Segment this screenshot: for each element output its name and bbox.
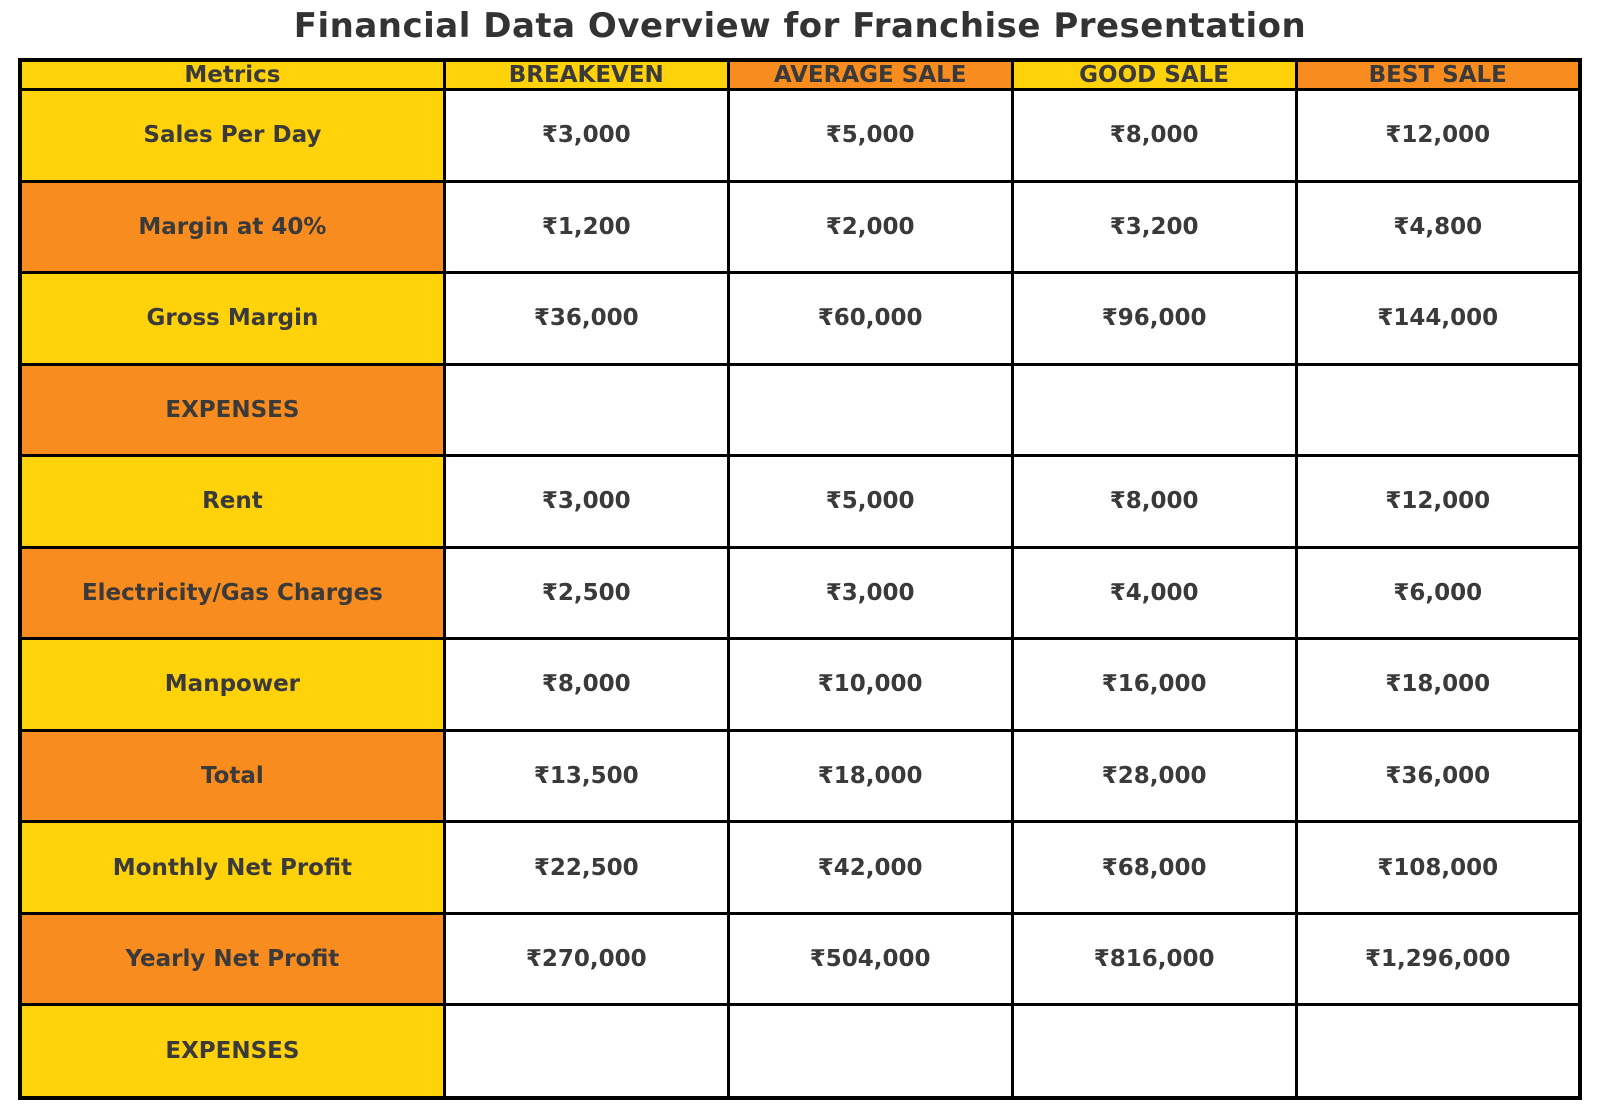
value-cell: ₹1,296,000: [1294, 911, 1582, 1007]
metric-label-cell: Electricity/Gas Charges: [18, 545, 446, 641]
value-cell: ₹12,000: [1294, 454, 1582, 549]
table-row: Margin at 40% ₹1,200 ₹2,000 ₹3,200 ₹4,800: [18, 179, 1582, 275]
metric-label-cell: EXPENSES: [18, 1003, 446, 1100]
value-cell: ₹36,000: [442, 271, 730, 366]
table-row: Sales Per Day ₹3,000 ₹5,000 ₹8,000 ₹12,000: [18, 88, 1582, 183]
table-row: Gross Margin ₹36,000 ₹60,000 ₹96,000 ₹144,00…: [18, 271, 1582, 366]
value-cell: ₹22,500: [442, 820, 730, 915]
metric-label-cell: Monthly Net Profit: [18, 820, 446, 915]
value-cell: ₹270,000: [442, 911, 730, 1007]
value-cell: ₹2,500: [442, 545, 730, 641]
value-cell: ₹16,000: [1010, 637, 1298, 732]
value-cell: [1294, 362, 1582, 458]
value-cell: ₹816,000: [1010, 911, 1298, 1007]
value-cell: ₹144,000: [1294, 271, 1582, 366]
value-cell: ₹8,000: [1010, 454, 1298, 549]
value-cell: ₹5,000: [726, 454, 1014, 549]
value-cell: ₹8,000: [442, 637, 730, 732]
value-cell: ₹60,000: [726, 271, 1014, 366]
page-title: Financial Data Overview for Franchise Pr…: [293, 6, 1307, 46]
value-cell: ₹108,000: [1294, 820, 1582, 915]
column-header-good-sale: GOOD SALE: [1010, 58, 1298, 91]
value-cell: ₹68,000: [1010, 820, 1298, 915]
column-header-best-sale: BEST SALE: [1294, 58, 1582, 91]
table-row: Yearly Net Profit ₹270,000 ₹504,000 ₹816,00…: [18, 911, 1582, 1007]
column-header-average-sale: AVERAGE SALE: [726, 58, 1014, 91]
value-cell: ₹4,000: [1010, 545, 1298, 641]
value-cell: ₹8,000: [1010, 88, 1298, 183]
column-header-metrics: Metrics: [18, 58, 446, 91]
metric-label-cell: Gross Margin: [18, 271, 446, 366]
value-cell: ₹13,500: [442, 728, 730, 824]
value-cell: [1010, 1003, 1298, 1100]
table-body: Sales Per Day ₹3,000 ₹5,000 ₹8,000 ₹12,000 Ma…: [18, 88, 1582, 1100]
value-cell: ₹12,000: [1294, 88, 1582, 183]
metric-label-cell: Total: [18, 728, 446, 824]
value-cell: ₹3,000: [442, 88, 730, 183]
value-cell: ₹42,000: [726, 820, 1014, 915]
value-cell: ₹504,000: [726, 911, 1014, 1007]
value-cell: ₹5,000: [726, 88, 1014, 183]
table-row: Total ₹13,500 ₹18,000 ₹28,000 ₹36,000: [18, 728, 1582, 824]
value-cell: ₹18,000: [1294, 637, 1582, 732]
metric-label-cell: Yearly Net Profit: [18, 911, 446, 1007]
value-cell: ₹2,000: [726, 179, 1014, 275]
value-cell: ₹10,000: [726, 637, 1014, 732]
table-header: Metrics BREAKEVEN AVERAGE SALE GOOD SALE BES…: [18, 58, 1582, 91]
value-cell: [442, 362, 730, 458]
value-cell: [726, 362, 1014, 458]
value-cell: ₹18,000: [726, 728, 1014, 824]
table-row: Electricity/Gas Charges ₹2,500 ₹3,000 ₹4,00…: [18, 545, 1582, 641]
table-row: Rent ₹3,000 ₹5,000 ₹8,000 ₹12,000: [18, 454, 1582, 549]
table-row: EXPENSES: [18, 1003, 1582, 1100]
column-header-breakeven: BREAKEVEN: [442, 58, 730, 91]
table-row: Monthly Net Profit ₹22,500 ₹42,000 ₹68,000 ₹…: [18, 820, 1582, 915]
financial-table: Metrics BREAKEVEN AVERAGE SALE GOOD SALE BES…: [18, 58, 1582, 1100]
header-row: Metrics BREAKEVEN AVERAGE SALE GOOD SALE BES…: [18, 58, 1582, 91]
metric-label-cell: Margin at 40%: [18, 179, 446, 275]
value-cell: ₹96,000: [1010, 271, 1298, 366]
metric-label-cell: EXPENSES: [18, 362, 446, 458]
value-cell: ₹28,000: [1010, 728, 1298, 824]
value-cell: [726, 1003, 1014, 1100]
value-cell: [1294, 1003, 1582, 1100]
value-cell: ₹3,000: [726, 545, 1014, 641]
metric-label-cell: Sales Per Day: [18, 88, 446, 183]
value-cell: [1010, 362, 1298, 458]
value-cell: ₹6,000: [1294, 545, 1582, 641]
value-cell: [442, 1003, 730, 1100]
value-cell: ₹3,200: [1010, 179, 1298, 275]
table-row: EXPENSES: [18, 362, 1582, 458]
metric-label-cell: Rent: [18, 454, 446, 549]
value-cell: ₹3,000: [442, 454, 730, 549]
value-cell: ₹4,800: [1294, 179, 1582, 275]
metric-label-cell: Manpower: [18, 637, 446, 732]
value-cell: ₹36,000: [1294, 728, 1582, 824]
value-cell: ₹1,200: [442, 179, 730, 275]
table-row: Manpower ₹8,000 ₹10,000 ₹16,000 ₹18,000: [18, 637, 1582, 732]
